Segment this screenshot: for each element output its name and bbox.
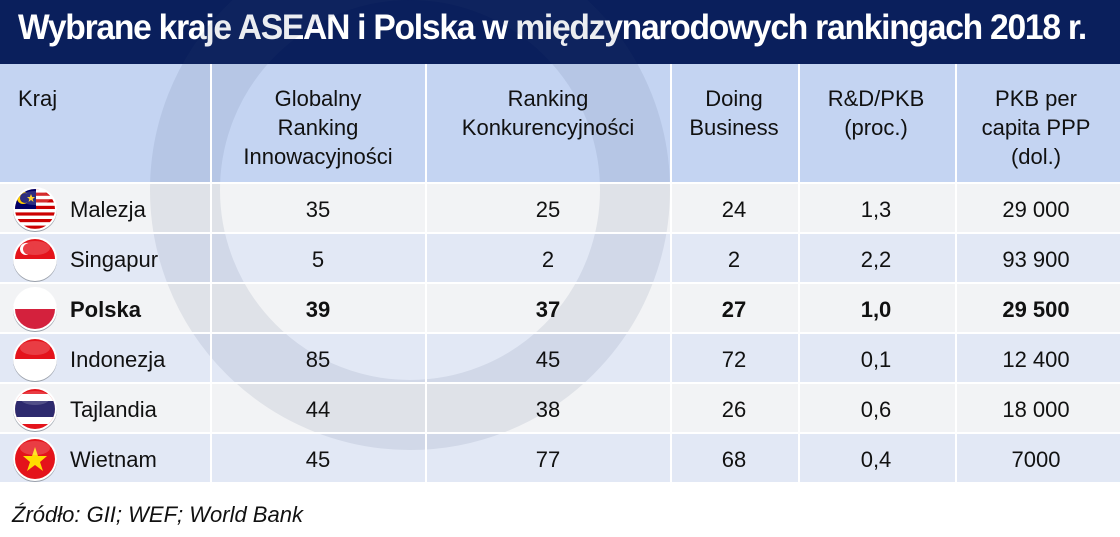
table-cell: 72	[721, 347, 747, 372]
column-divider	[425, 64, 427, 486]
column-header-line: PKB per	[995, 86, 1077, 111]
table-cell: 7000	[1011, 447, 1061, 472]
column-header: Ranking Konkurencyjności	[428, 84, 668, 142]
column-header: Kraj	[18, 84, 57, 113]
column-header-line: (dol.)	[1010, 144, 1062, 169]
column-header-line: Konkurencyjności	[461, 115, 635, 140]
table-cell: 2	[541, 247, 555, 272]
malaysia-flag-icon	[12, 186, 58, 232]
table-row	[0, 234, 1120, 282]
table-header	[0, 64, 1120, 182]
table-cell: 27	[721, 297, 747, 322]
table-cell: 1,0	[860, 297, 892, 322]
column-header-line: capita PPP	[981, 115, 1091, 140]
table-cell: 68	[721, 447, 747, 472]
table-cell: 45	[535, 347, 561, 372]
column-divider	[670, 64, 672, 486]
table-row	[0, 384, 1120, 432]
country-name: Malezja	[70, 197, 146, 222]
table-cell: 5	[311, 247, 325, 272]
column-header-line: Globalny	[274, 86, 362, 111]
column-header-line: Kraj	[18, 86, 58, 111]
row-divider	[0, 432, 1120, 434]
column-header-line: Innowacyjności	[243, 144, 393, 169]
table-cell: 45	[305, 447, 331, 472]
table-row	[0, 434, 1120, 482]
table-cell: 0,4	[860, 447, 892, 472]
row-divider	[0, 282, 1120, 284]
column-divider	[798, 64, 800, 486]
table-cell: 44	[305, 397, 331, 422]
table-cell: 29 000	[1002, 197, 1070, 222]
table-cell: 18 000	[1002, 397, 1070, 422]
singapore-flag-icon	[12, 236, 58, 282]
column-header-line: Ranking	[507, 86, 589, 111]
column-header-line: Business	[689, 115, 779, 140]
column-divider	[210, 64, 212, 486]
table-cell: 85	[305, 347, 331, 372]
row-divider	[0, 332, 1120, 334]
row-divider	[0, 182, 1120, 184]
table-cell: 24	[721, 197, 747, 222]
source-note: Źródło: GII; WEF; World Bank	[12, 502, 303, 527]
column-header-line: Ranking	[277, 115, 359, 140]
country-name: Wietnam	[70, 447, 157, 472]
country-name: Polska	[70, 297, 141, 322]
table-cell: 39	[305, 297, 331, 322]
country-name: Tajlandia	[70, 397, 157, 422]
table-cell: 93 900	[1002, 247, 1070, 272]
table-row	[0, 184, 1120, 232]
table-row	[0, 284, 1120, 332]
table-row	[0, 334, 1120, 382]
country-name: Singapur	[70, 247, 159, 272]
table-cell: 77	[535, 447, 561, 472]
vietnam-flag-icon	[12, 436, 58, 482]
column-header-line: R&D/PKB	[827, 86, 925, 111]
thailand-flag-icon	[12, 386, 58, 432]
column-divider	[955, 64, 957, 486]
table-cell: 2,2	[860, 247, 892, 272]
table-cell: 1,3	[860, 197, 892, 222]
indonesia-flag-icon	[12, 336, 58, 382]
table-cell: 37	[535, 297, 561, 322]
table-cell: 0,1	[860, 347, 892, 372]
column-header: Globalny Ranking Innowacyjności	[213, 84, 423, 171]
table-cell: 26	[721, 397, 747, 422]
column-header: R&D/PKB (proc.)	[799, 84, 954, 142]
chart-title: Wybrane kraje ASEAN i Polska w międzynar…	[18, 8, 1087, 47]
table-cell: 0,6	[860, 397, 892, 422]
poland-flag-icon	[12, 286, 58, 332]
row-divider	[0, 482, 1120, 484]
column-header-line: Doing	[705, 86, 763, 111]
row-divider	[0, 382, 1120, 384]
row-divider	[0, 232, 1120, 234]
table-cell: 29 500	[1002, 297, 1070, 322]
table-cell: 35	[305, 197, 331, 222]
column-header-line: (proc.)	[844, 115, 908, 140]
column-header: PKB per capita PPP (dol.)	[956, 84, 1116, 171]
table-cell: 38	[535, 397, 561, 422]
country-name: Indonezja	[70, 347, 166, 372]
table-cell: 2	[727, 247, 741, 272]
table-cell: 12 400	[1002, 347, 1070, 372]
column-header: Doing Business	[672, 84, 797, 142]
table-cell: 25	[535, 197, 561, 222]
title-bar	[0, 0, 1120, 64]
